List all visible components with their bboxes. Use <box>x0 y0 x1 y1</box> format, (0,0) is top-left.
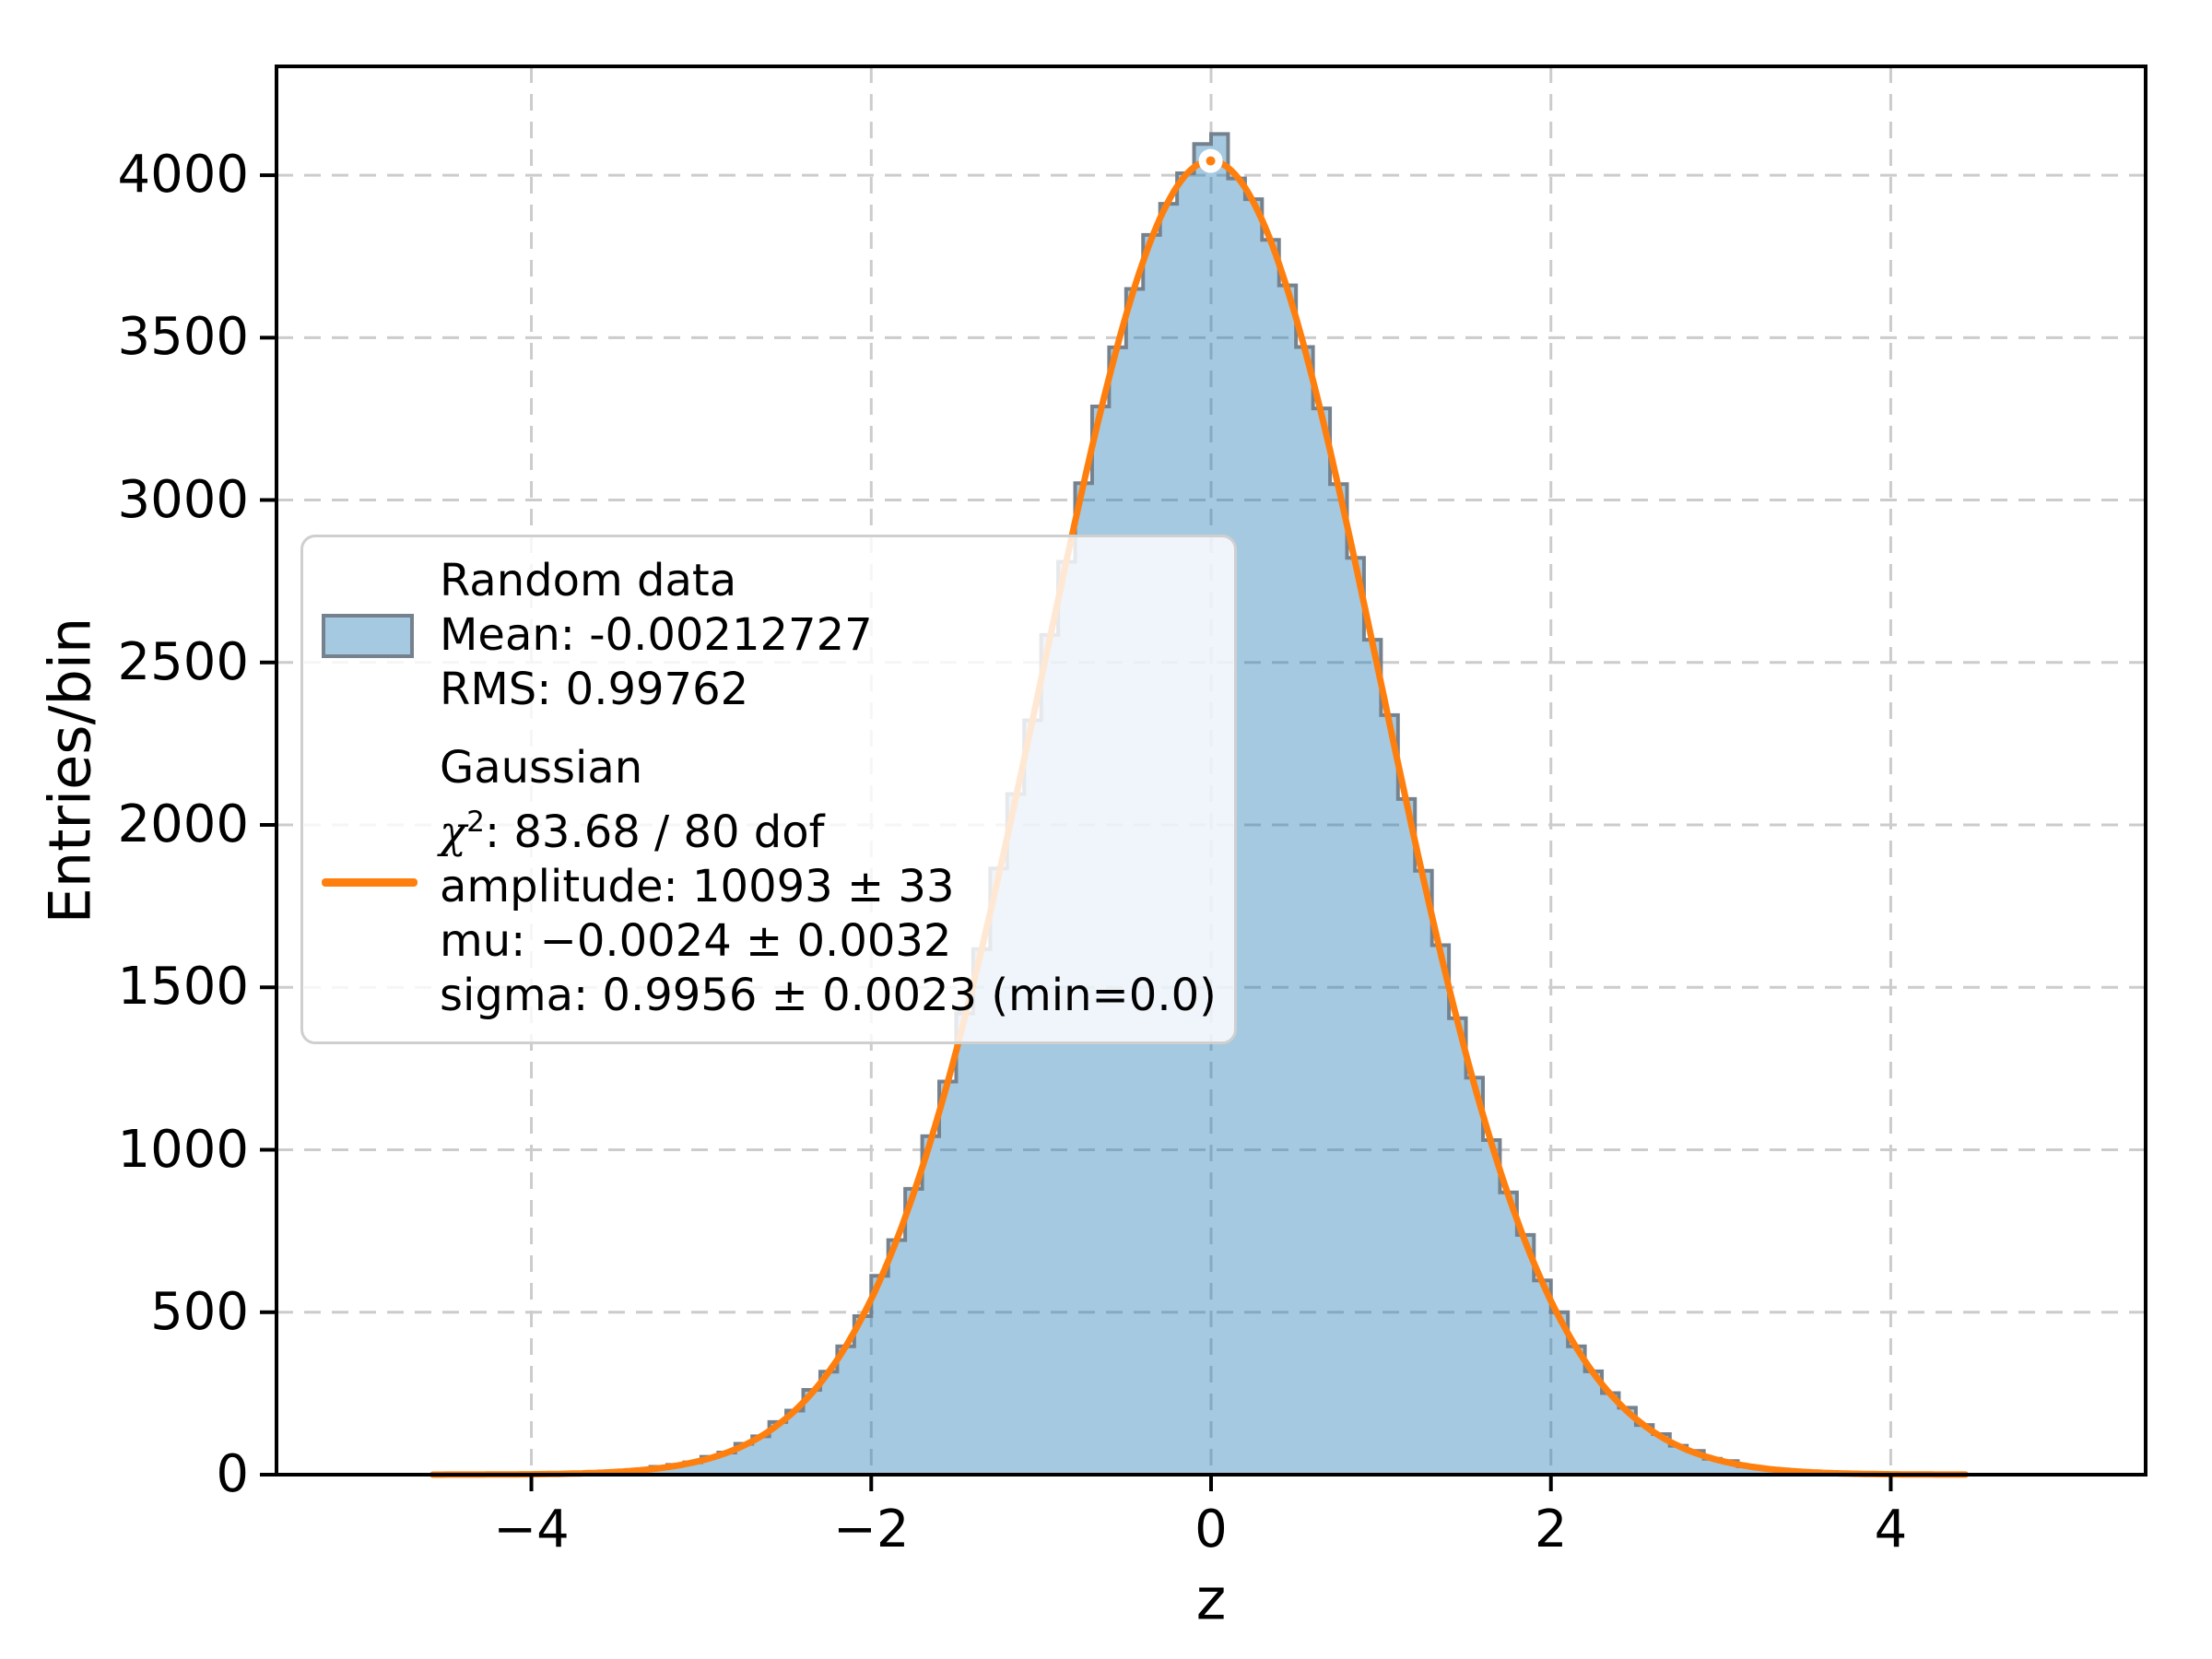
x-tick-label: −4 <box>493 1500 570 1559</box>
legend-entry-text: Gaussian χ2: 83.68 / 80 dof amplitude: 1… <box>440 741 1217 1023</box>
y-tick-label: 1000 <box>117 1119 249 1180</box>
legend-handle-column <box>322 554 440 717</box>
legend-handle-column <box>322 741 440 1023</box>
y-tick-label: 1500 <box>117 957 249 1018</box>
legend-sigma-value: sigma: 0.9956 ± 0.0023 (min=0.0) <box>440 970 1217 1021</box>
y-axis-label: Entries/bin <box>36 617 104 924</box>
legend-chi2-value: χ2: 83.68 / 80 dof <box>440 806 825 858</box>
axes-spines <box>275 65 2147 1477</box>
y-tick-label: 4000 <box>117 145 249 206</box>
x-tick-label: 4 <box>1874 1500 1908 1559</box>
histogram-swatch-icon <box>322 613 414 658</box>
legend-rms-value: RMS: 0.99762 <box>440 664 749 715</box>
peak-marker-icon <box>1198 148 1223 173</box>
legend-fit-title: Gaussian <box>440 742 643 794</box>
legend: Random data Mean: -0.00212727 RMS: 0.997… <box>300 535 1237 1044</box>
legend-entry-text: Random data Mean: -0.00212727 RMS: 0.997… <box>440 554 1212 717</box>
legend-entry-random-data: Random data Mean: -0.00212727 RMS: 0.997… <box>322 554 1212 717</box>
axis-tick-marks <box>260 173 1893 1491</box>
x-tick-label: 2 <box>1534 1500 1568 1559</box>
x-tick-label: 0 <box>1194 1500 1228 1559</box>
legend-entry-gaussian: Gaussian χ2: 83.68 / 80 dof amplitude: 1… <box>322 741 1217 1023</box>
y-tick-label: 3500 <box>117 307 249 368</box>
x-tick-label: −2 <box>832 1500 910 1559</box>
legend-amplitude-value: amplitude: 10093 ± 33 <box>440 861 955 912</box>
fit-peak-marker <box>1198 148 1223 173</box>
legend-mu-value: mu: −0.0024 ± 0.0032 <box>440 915 952 967</box>
legend-series-title: Random data <box>440 555 737 606</box>
y-tick-label: 3000 <box>117 469 249 530</box>
y-tick-label: 0 <box>216 1444 249 1504</box>
x-axis-label: z <box>1195 1565 1227 1633</box>
legend-mean-value: Mean: -0.00212727 <box>440 609 873 661</box>
y-tick-label: 2500 <box>117 631 249 692</box>
y-tick-label: 2000 <box>117 794 249 855</box>
fit-line-swatch-icon <box>322 877 418 887</box>
y-tick-label: 500 <box>150 1281 249 1342</box>
